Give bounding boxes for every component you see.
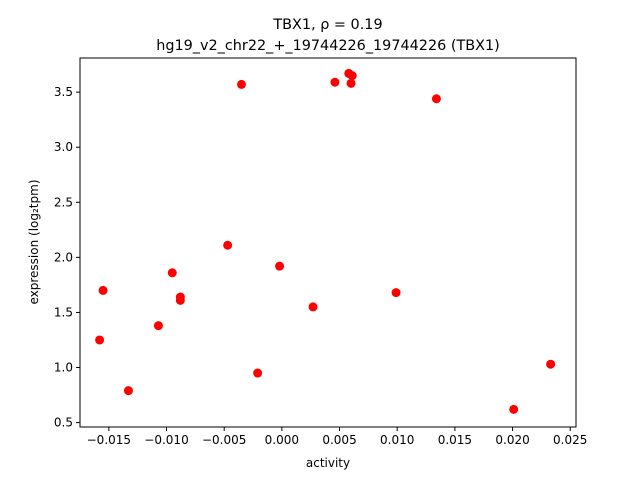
x-axis-ticks: −0.015 −0.010 −0.005 0.000 0.005 0.010 0.015 0.…: [87, 427, 587, 447]
data-point: [330, 77, 340, 87]
data-point: [167, 268, 177, 278]
data-point: [308, 302, 318, 312]
data-point: [123, 386, 133, 396]
data-point: [391, 288, 401, 298]
chart-title-line2: hg19_v2_chr22_+_19744226_19744226 (TBX1): [156, 38, 500, 54]
data-point: [546, 359, 556, 369]
data-point: [175, 295, 185, 305]
y-tick-label: 0.5: [54, 416, 73, 430]
x-axis-label: activity: [306, 456, 350, 470]
x-tick-label: 0.025: [553, 433, 587, 447]
y-tick-label: 2.5: [54, 195, 73, 209]
x-tick-label: 0.020: [495, 433, 529, 447]
plot-frame: [79, 57, 577, 428]
y-tick-label: 3.0: [54, 140, 73, 154]
y-tick-label: 3.5: [54, 85, 73, 99]
data-point: [95, 335, 105, 345]
data-point: [275, 261, 285, 271]
y-tick-label: 1.0: [54, 361, 73, 375]
x-tick-label: −0.005: [202, 433, 246, 447]
data-point: [236, 79, 246, 89]
data-point: [346, 78, 356, 88]
x-tick-label: 0.005: [322, 433, 356, 447]
y-tick-label: 2.0: [54, 250, 73, 264]
data-point: [347, 71, 357, 81]
data-point: [153, 321, 163, 331]
data-point: [223, 240, 233, 250]
data-point: [98, 285, 108, 295]
data-point: [253, 368, 263, 378]
x-tick-label: 0.010: [380, 433, 414, 447]
x-tick-label: 0.015: [438, 433, 472, 447]
chart-title-line1: TBX1, ρ = 0.19: [272, 17, 382, 33]
data-point: [509, 404, 519, 414]
data-point: [431, 94, 441, 104]
x-tick-label: −0.015: [87, 433, 131, 447]
data-points: [95, 68, 556, 414]
y-axis-ticks: 0.5 1.0 1.5 2.0 2.5 3.0 3.5: [54, 85, 80, 430]
x-tick-label: 0.000: [265, 433, 299, 447]
y-axis-label: expression (log₂tpm): [27, 179, 41, 304]
y-tick-label: 1.5: [54, 305, 73, 319]
x-tick-label: −0.010: [144, 433, 188, 447]
